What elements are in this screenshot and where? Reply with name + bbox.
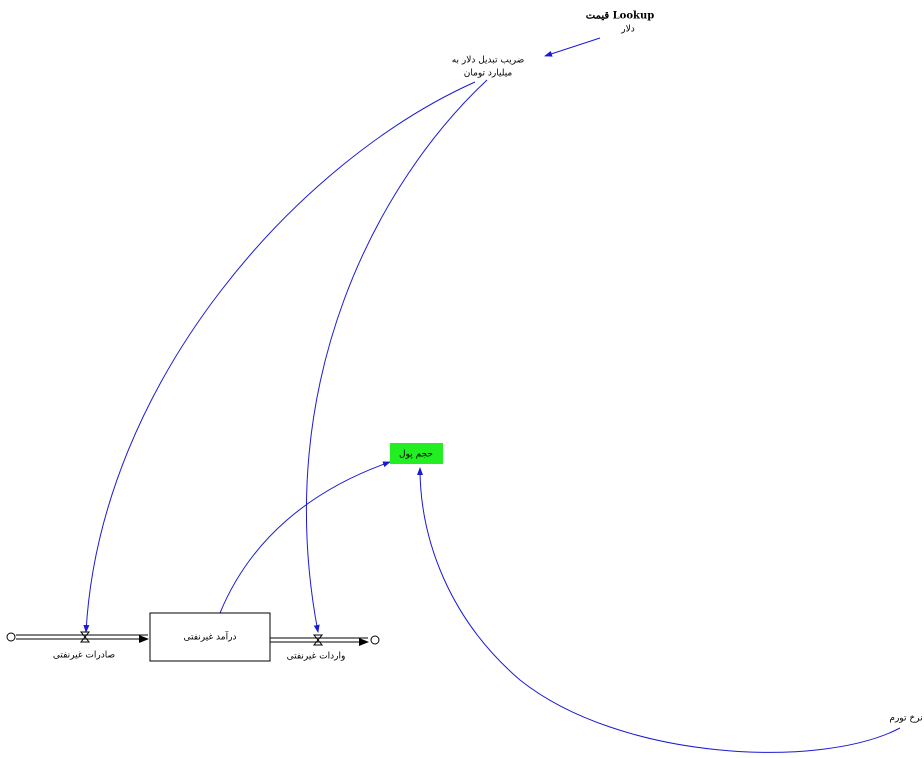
link: [417, 467, 901, 753]
link: [219, 461, 391, 614]
label: نرخ تورم: [889, 714, 922, 724]
label: میلیارد تومان: [464, 69, 513, 79]
label: درآمد غیرنفتی: [184, 631, 237, 643]
valve: [79, 631, 91, 643]
label: قیمت Lookup: [586, 11, 654, 22]
aux-box: [390, 443, 443, 464]
link: [305, 79, 488, 633]
stock: [149, 612, 271, 662]
label: حجم پول: [399, 450, 433, 460]
label: واردات غیرنفتی: [287, 652, 346, 662]
label: صادرات غیرنفتی: [53, 651, 115, 661]
link: [544, 37, 601, 57]
link: [83, 81, 476, 633]
label: ضریب تبدیل دلار به: [452, 56, 525, 66]
cloud: [6, 632, 16, 642]
valve: [312, 634, 324, 646]
label: دلار: [620, 25, 635, 35]
cloud: [370, 635, 380, 645]
